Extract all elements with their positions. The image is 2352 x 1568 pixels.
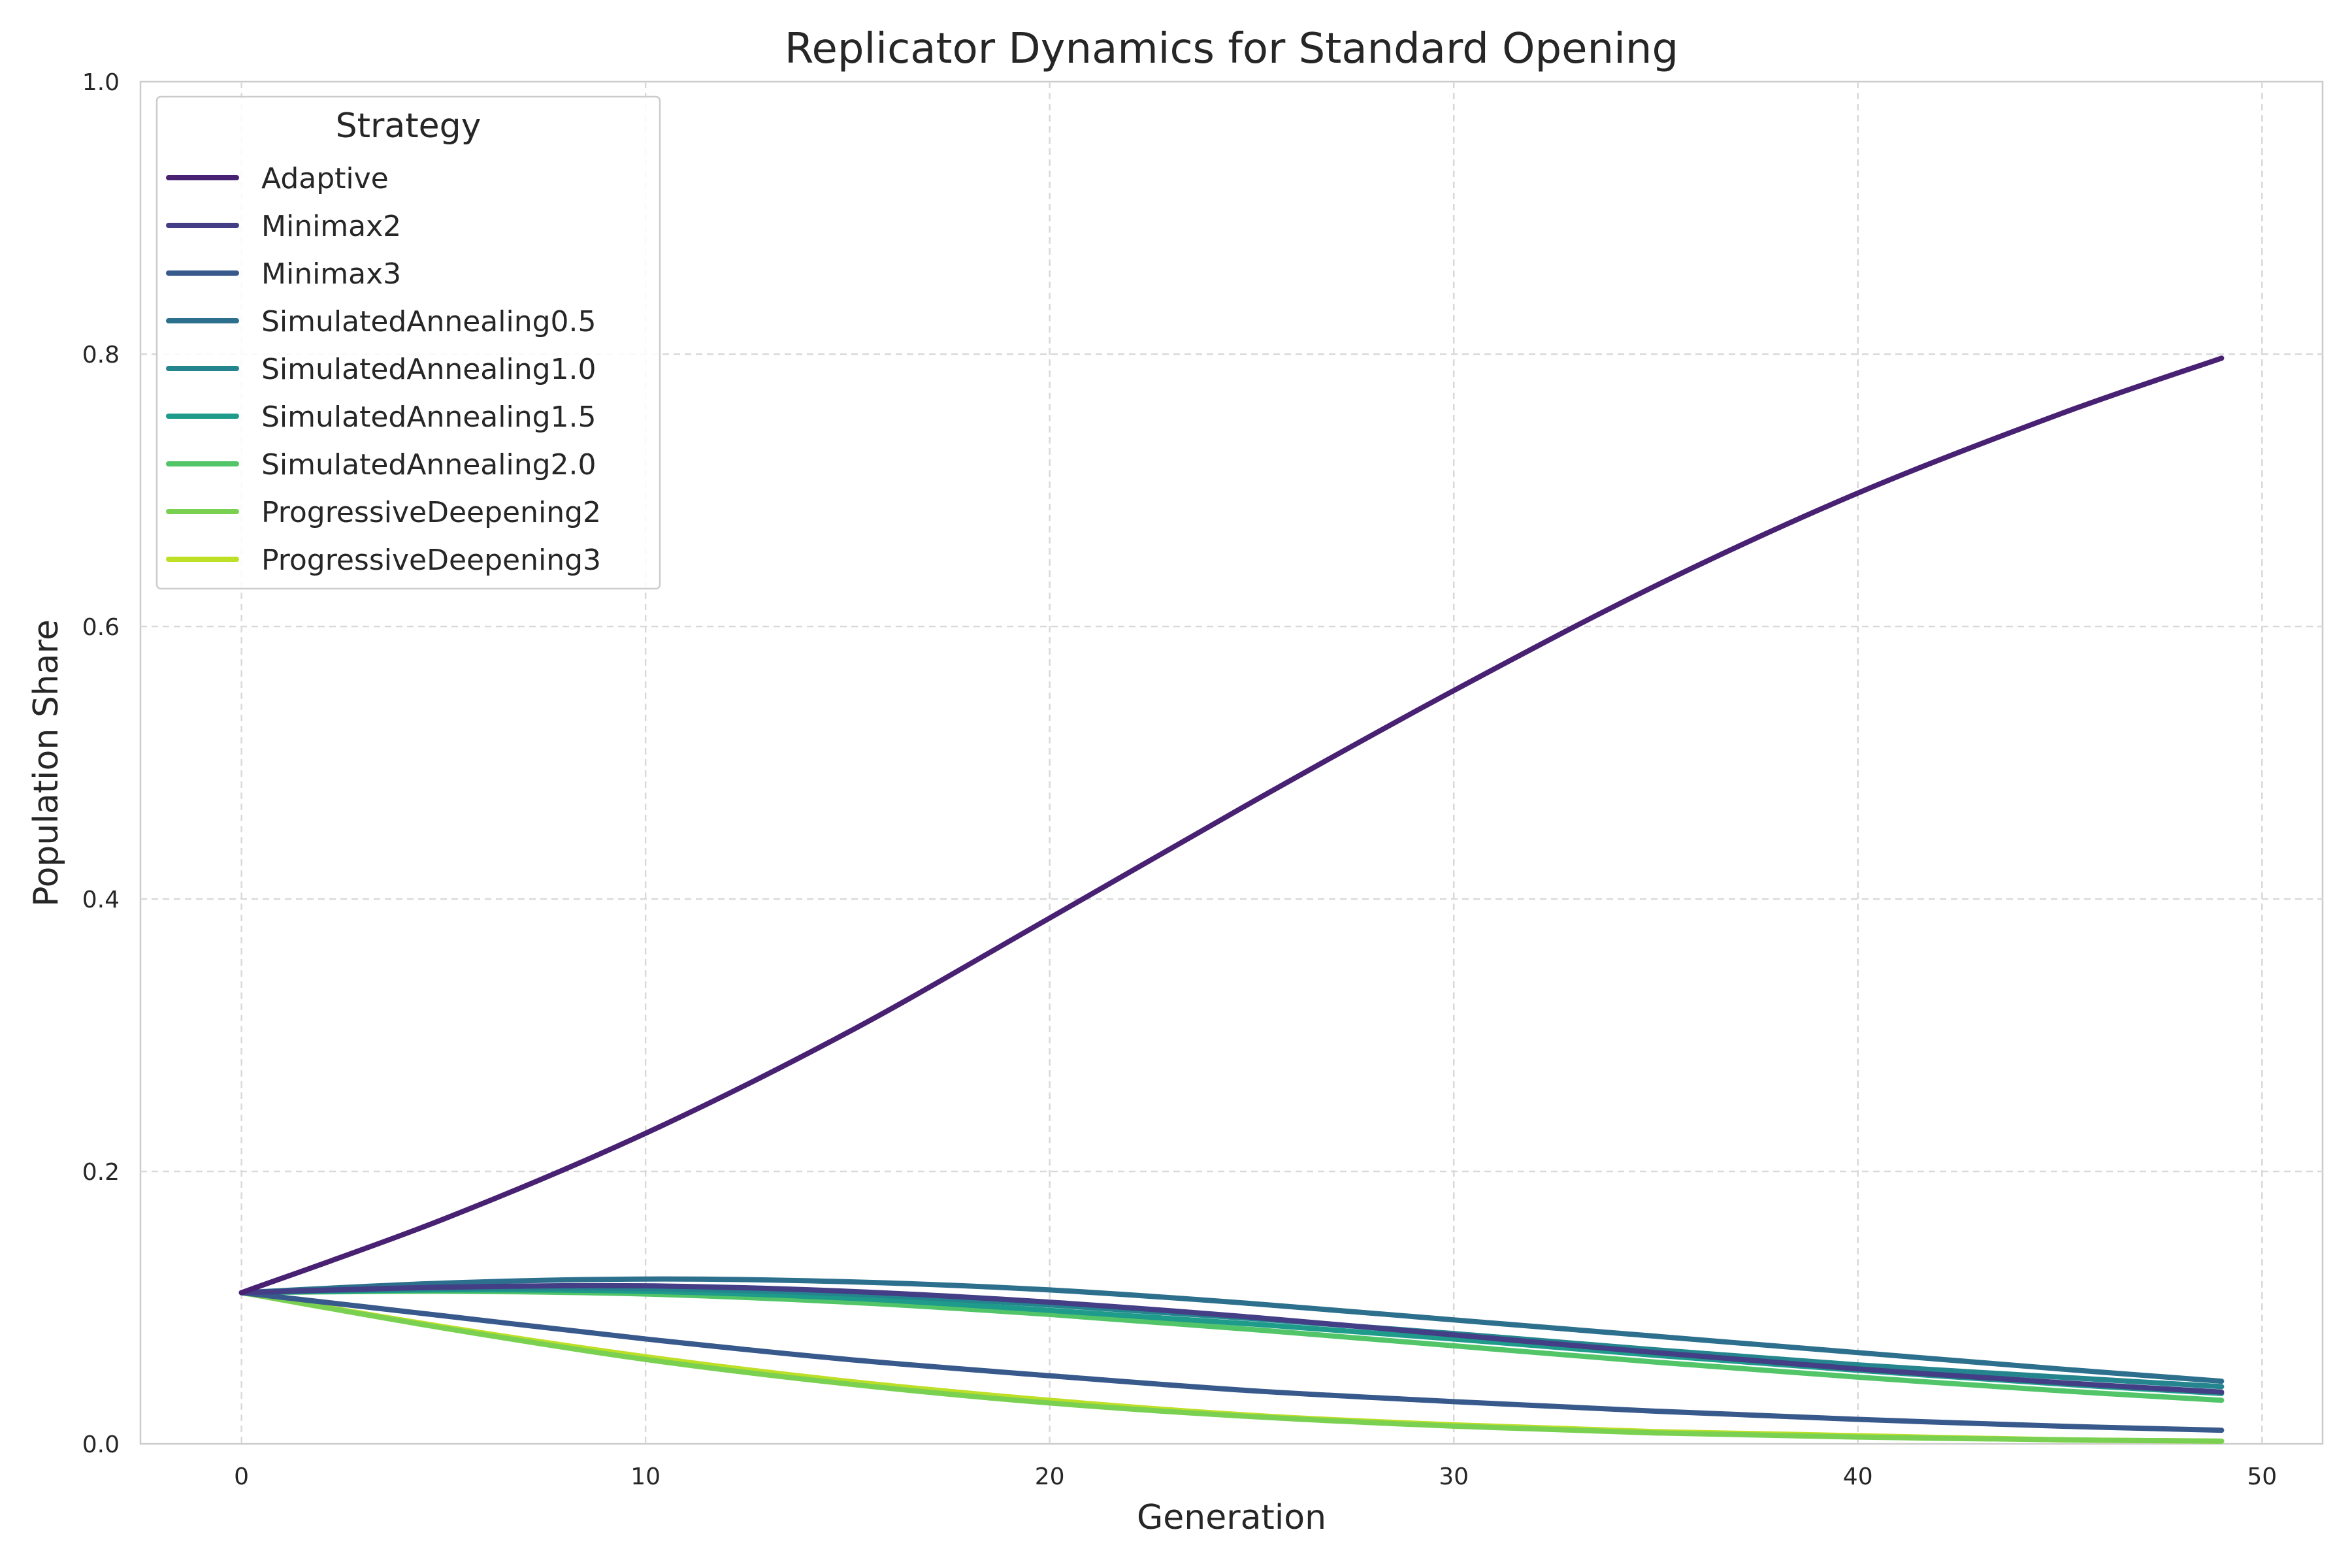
x-axis-label: Generation: [1137, 1498, 1326, 1537]
x-tick-label: 40: [1843, 1463, 1873, 1490]
y-tick-label: 0.2: [82, 1159, 120, 1186]
legend-label: ProgressiveDeepening3: [261, 544, 601, 577]
chart-title: Replicator Dynamics for Standard Opening: [785, 25, 1678, 73]
series-line-minimax3: [238, 1290, 2225, 1433]
x-tick-label: 0: [234, 1463, 249, 1490]
x-tick-label: 30: [1439, 1463, 1469, 1490]
series-lines: [238, 355, 2225, 1444]
legend-items: Adaptive Minimax2 Minimax3 SimulatedAnneali…: [166, 162, 601, 577]
legend-label: Adaptive: [261, 162, 389, 195]
legend-title: Strategy: [336, 106, 482, 146]
series-line-progressivedeepening2: [238, 1290, 2225, 1444]
series-line-minimax2: [238, 1282, 2225, 1395]
legend-label: ProgressiveDeepening2: [261, 496, 601, 529]
x-tick-label: 50: [2247, 1463, 2277, 1490]
x-tick-label: 10: [630, 1463, 661, 1490]
y-tick-label: 0.6: [82, 614, 120, 641]
legend-label: SimulatedAnnealing0.5: [261, 305, 596, 338]
y-tick-label: 1.0: [82, 69, 120, 96]
tick-labels: 0 10 20 30 40 50 0.0 0.2 0.4 0.6 0.8 1.0: [82, 69, 2277, 1490]
y-tick-label: 0.8: [82, 342, 120, 368]
legend-box: [155, 95, 661, 590]
y-tick-label: 0.4: [82, 887, 120, 913]
series-line-adaptive: [238, 355, 2225, 1296]
y-tick-label: 0.0: [82, 1431, 120, 1458]
x-tick-label: 20: [1035, 1463, 1065, 1490]
legend-label: SimulatedAnnealing1.5: [261, 400, 596, 434]
legend-label: Minimax3: [261, 257, 401, 291]
legend-label: SimulatedAnnealing2.0: [261, 448, 596, 482]
y-axis-label: Population Share: [27, 619, 66, 907]
legend-label: SimulatedAnnealing1.0: [261, 353, 596, 386]
series-line-simulatedannealing0-5: [238, 1276, 2225, 1384]
legend-label: Minimax2: [261, 210, 401, 243]
legend: Strategy Adaptive Minimax2 Minimax3 Simulat…: [155, 95, 661, 590]
grid: [140, 82, 2323, 1444]
